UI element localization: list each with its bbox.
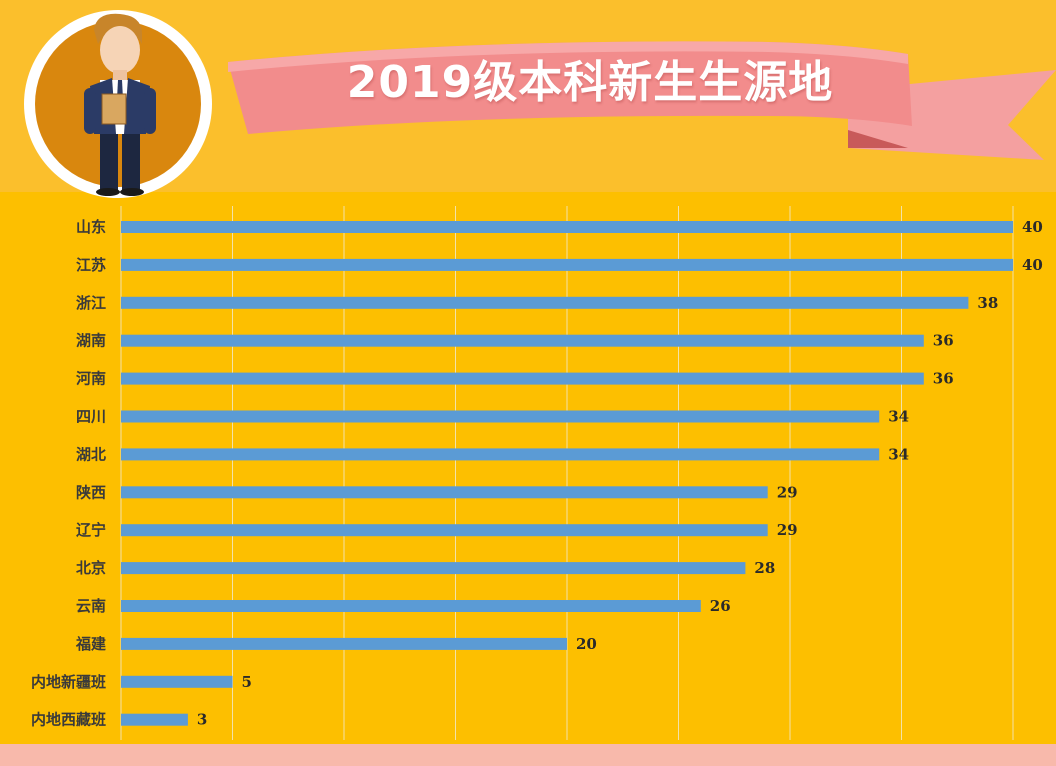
bar [121,524,768,537]
bar [121,410,880,423]
footer-band [0,744,1056,766]
data-label: 34 [888,445,909,463]
bar [121,486,768,499]
category-label: 陕西 [76,483,106,501]
category-label: 江苏 [76,256,106,274]
category-label: 山东 [76,218,106,236]
bar [121,296,969,309]
bar [121,221,1013,233]
data-label: 36 [933,370,954,388]
chart-panel [0,192,1056,744]
chart-title: 2019级本科新生生源地 [346,57,834,108]
bar [121,675,233,688]
bar [121,372,924,385]
gridlines [120,206,1014,740]
category-label: 内地新疆班 [31,673,106,691]
data-label: 34 [888,408,909,426]
data-label: 40 [1022,218,1043,236]
category-label: 河南 [76,370,106,388]
data-label: 38 [977,294,998,312]
bar [121,448,880,461]
data-label: 20 [576,635,597,653]
bar [121,562,746,575]
bar-chart: 山东 40 江苏 40 浙江 38 湖南 36 河南 36 四川 34 湖北 34 陕西 29 辽宁 29 北京 28… [31,206,1043,740]
data-label: 36 [933,332,954,350]
category-label: 湖南 [76,332,106,350]
data-label: 26 [710,597,731,615]
category-label: 辽宁 [76,521,106,539]
ribbon-banner [228,41,1056,160]
data-label: 29 [777,521,798,539]
category-label: 湖北 [76,445,106,463]
data-label: 29 [777,483,798,501]
bar [121,258,1013,271]
bar [121,334,924,347]
data-label: 3 [197,711,207,729]
bar [121,637,567,650]
category-label: 浙江 [76,294,106,312]
category-label: 内地西藏班 [31,711,106,729]
student-icon [84,13,156,196]
category-label: 福建 [75,635,107,653]
category-label: 四川 [76,408,106,426]
data-label: 5 [242,673,252,691]
data-label: 40 [1022,256,1043,274]
data-label: 28 [754,559,775,577]
bar [121,600,701,612]
category-label: 北京 [76,559,106,577]
bar [121,713,188,726]
category-label: 云南 [76,597,106,615]
